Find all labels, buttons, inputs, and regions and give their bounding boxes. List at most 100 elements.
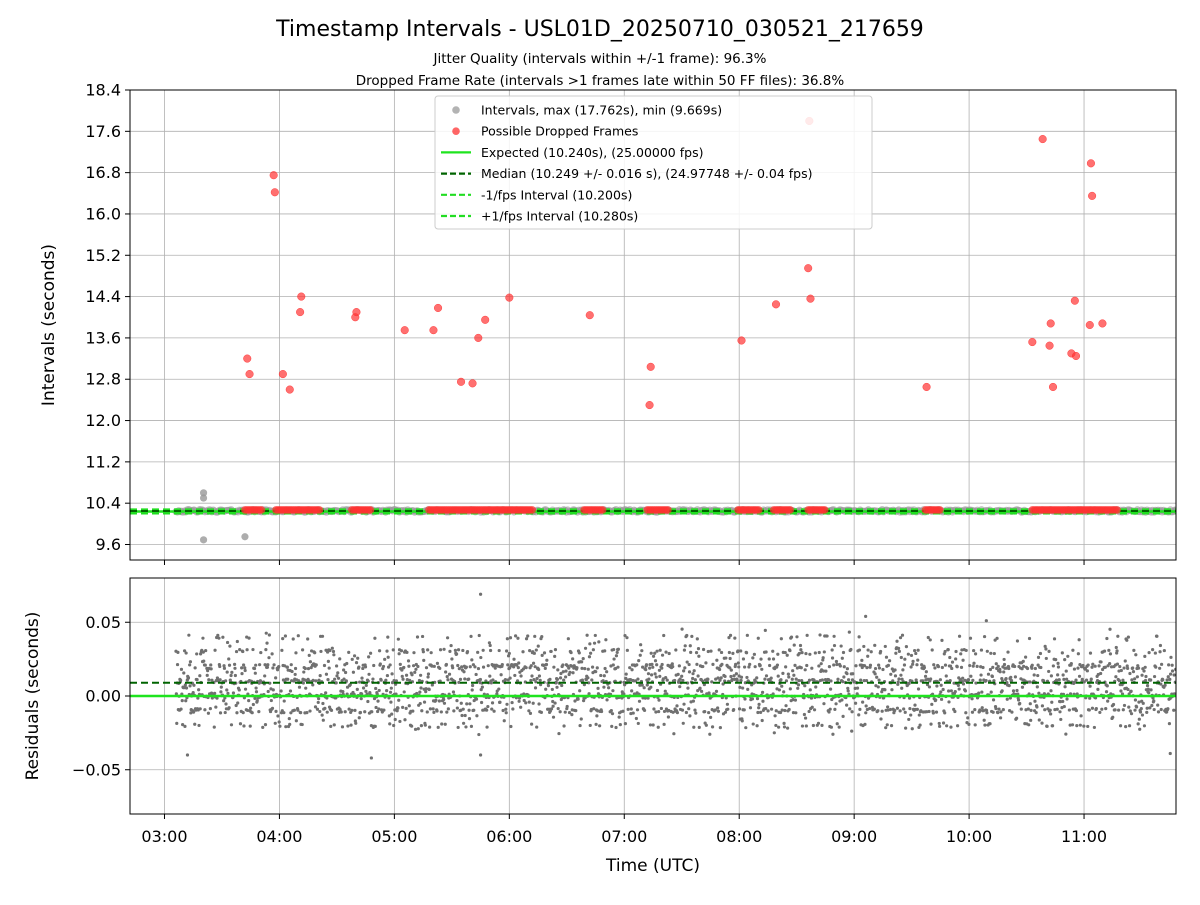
- residual-point: [897, 677, 901, 681]
- residual-point: [1085, 669, 1089, 673]
- residual-point: [838, 664, 842, 668]
- residual-point: [551, 704, 555, 708]
- residual-point: [700, 689, 704, 693]
- residual-point: [860, 658, 864, 662]
- residual-point: [485, 708, 489, 712]
- residual-point: [393, 717, 397, 722]
- dropped-frame-point: [1070, 296, 1079, 305]
- residual-point: [282, 699, 286, 703]
- residual-point: [955, 665, 959, 669]
- residual-point: [320, 634, 325, 638]
- residual-point: [953, 690, 957, 694]
- residual-point: [961, 682, 966, 686]
- residual-point: [429, 651, 433, 655]
- residual-point: [832, 663, 836, 667]
- residual-point: [889, 672, 893, 676]
- residual-point: [1030, 666, 1034, 670]
- residual-point: [277, 720, 281, 724]
- residual-point: [1139, 707, 1143, 711]
- residual-point: [1124, 725, 1128, 729]
- residual-point: [1033, 666, 1037, 671]
- residual-point: [306, 667, 311, 671]
- residual-point: [209, 663, 213, 667]
- residual-point: [444, 662, 449, 667]
- residual-point: [834, 659, 839, 664]
- residual-point: [224, 702, 228, 706]
- residuals-y-axis-label: Residuals (seconds): [23, 612, 43, 781]
- residual-point: [693, 708, 697, 712]
- residual-point: [374, 686, 378, 691]
- residual-point: [941, 721, 946, 725]
- residual-point: [964, 648, 968, 653]
- residual-point: [895, 639, 899, 643]
- residual-point: [184, 699, 188, 703]
- residual-point: [810, 666, 814, 670]
- residual-point: [241, 649, 245, 654]
- residual-point: [623, 633, 627, 638]
- residual-point: [505, 649, 509, 653]
- residual-point: [468, 665, 472, 669]
- residual-point: [555, 677, 560, 681]
- residual-point: [479, 688, 483, 692]
- residual-point: [737, 707, 742, 711]
- residual-point: [1134, 653, 1138, 657]
- residual-point: [269, 698, 273, 703]
- residual-point: [300, 722, 304, 727]
- residual-point: [588, 642, 592, 646]
- residual-point: [233, 666, 237, 670]
- residual-point: [876, 709, 880, 713]
- residual-point: [539, 710, 543, 714]
- residual-point: [899, 655, 903, 660]
- dropped-frame-point: [429, 326, 438, 335]
- residual-point: [205, 673, 209, 677]
- residual-point: [313, 705, 318, 709]
- residual-point: [550, 687, 554, 692]
- residual-point: [850, 729, 854, 733]
- residual-point: [1143, 654, 1147, 658]
- residual-point: [1125, 638, 1129, 642]
- residual-point: [866, 648, 870, 652]
- residual-point: [513, 634, 518, 638]
- dropped-frame-point: [352, 308, 361, 317]
- residual-point: [1153, 651, 1157, 655]
- residual-point: [501, 708, 505, 713]
- residual-point: [787, 707, 791, 712]
- residual-point: [1082, 680, 1086, 684]
- residual-point: [402, 690, 406, 694]
- residual-point: [973, 652, 978, 656]
- residual-point: [760, 718, 764, 723]
- residual-point: [346, 724, 350, 728]
- residual-point: [607, 686, 611, 690]
- residual-point: [198, 707, 202, 711]
- residual-point: [790, 677, 794, 681]
- residual-point: [340, 725, 345, 729]
- residual-point: [651, 665, 655, 669]
- residual-point: [748, 706, 753, 710]
- residual-point: [548, 677, 552, 681]
- residual-point: [1078, 723, 1082, 727]
- interval-point: [241, 533, 249, 541]
- residual-point: [701, 664, 705, 669]
- residual-point: [687, 707, 691, 711]
- residual-point: [811, 723, 815, 728]
- residual-point: [734, 662, 738, 666]
- residual-point: [404, 673, 409, 677]
- residual-point: [479, 655, 483, 660]
- residual-point: [369, 756, 373, 760]
- residual-point: [842, 665, 846, 669]
- residual-point: [336, 671, 340, 675]
- residual-point: [898, 636, 903, 640]
- residual-point: [602, 674, 606, 678]
- residual-point: [845, 703, 849, 707]
- residual-point: [974, 681, 978, 685]
- residual-point: [264, 648, 268, 652]
- residual-point: [653, 672, 657, 676]
- residual-point: [470, 658, 474, 662]
- legend-label: -1/fps Interval (10.200s): [481, 187, 632, 202]
- residual-point: [1099, 671, 1103, 676]
- residual-point: [664, 676, 668, 680]
- residual-point: [527, 700, 531, 704]
- residual-point: [816, 721, 821, 725]
- residual-point: [810, 705, 814, 709]
- residual-point: [533, 634, 537, 638]
